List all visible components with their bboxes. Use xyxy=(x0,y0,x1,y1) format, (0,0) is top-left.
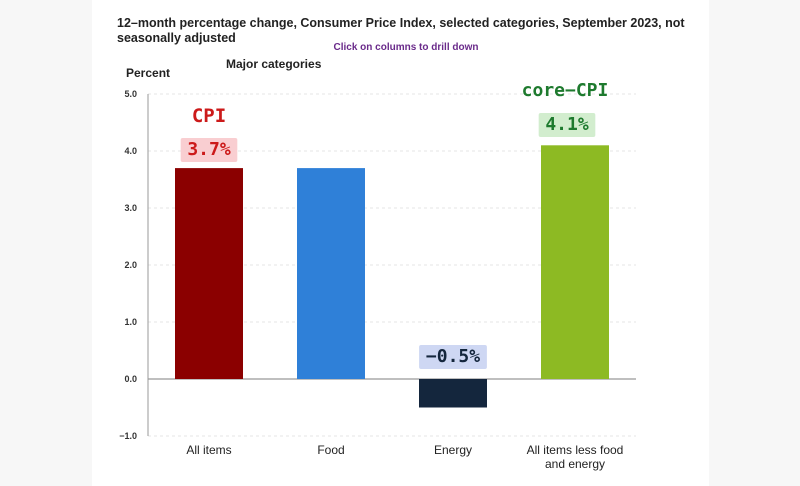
core-cpi-value-annotation-highlight xyxy=(538,113,596,137)
bar-food[interactable] xyxy=(297,168,365,379)
energy-value-annotation-highlight xyxy=(419,345,487,369)
y-tick-label: −1.0 xyxy=(119,431,137,441)
x-tick-label: Food xyxy=(317,443,344,457)
core-cpi-value-annotation: 4.1% xyxy=(545,114,589,135)
x-tick-label: All items xyxy=(186,443,231,457)
y-tick-label: 4.0 xyxy=(124,146,137,156)
y-tick-label: 2.0 xyxy=(124,260,137,270)
core-cpi-annotation: core−CPI xyxy=(522,80,609,101)
x-tick-label: Energy xyxy=(434,443,472,457)
y-tick-label: 5.0 xyxy=(124,89,137,99)
bar-all-items[interactable] xyxy=(175,168,243,379)
bar-energy[interactable] xyxy=(419,379,487,408)
y-axis-label: Percent xyxy=(126,66,170,80)
y-tick-label: 0.0 xyxy=(124,374,137,384)
bar-all-items-less-food-and-energy[interactable] xyxy=(541,145,609,379)
x-tick-label: All items less food xyxy=(527,443,624,457)
cpi-value-annotation-highlight xyxy=(180,138,238,162)
cpi-value-annotation: 3.7% xyxy=(187,139,231,160)
y-tick-label: 3.0 xyxy=(124,203,137,213)
cpi-annotation: CPI xyxy=(192,105,226,127)
legend-label: Major categories xyxy=(226,57,322,71)
y-tick-label: 1.0 xyxy=(124,317,137,327)
x-tick-label: and energy xyxy=(545,457,605,471)
chart-title: 12–month percentage change, Consumer Pri… xyxy=(117,16,688,45)
chart-subtitle[interactable]: Click on columns to drill down xyxy=(333,42,478,53)
energy-value-annotation: −0.5% xyxy=(426,346,480,367)
